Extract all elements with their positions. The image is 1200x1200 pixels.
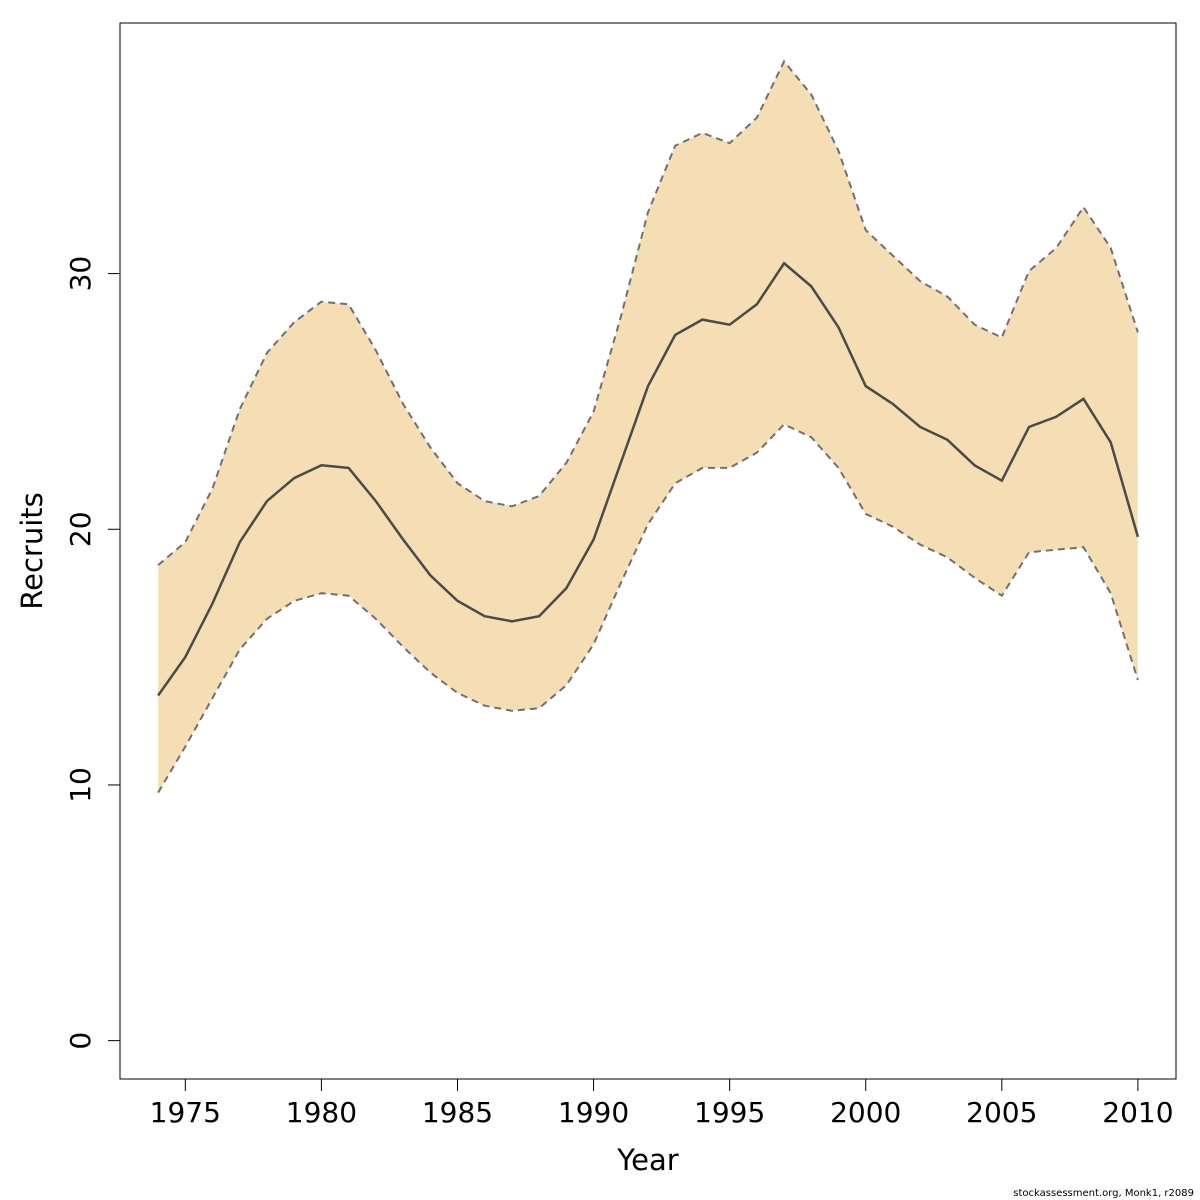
x-tick-label: 1985	[422, 1096, 493, 1129]
y-axis: 0 10 20 30	[64, 256, 121, 1050]
y-axis-title: Recruits	[15, 492, 49, 609]
confidence-band-layer	[158, 61, 1138, 793]
x-tick-label: 2010	[1102, 1096, 1173, 1129]
x-tick-label: 1980	[286, 1096, 357, 1129]
lower-bound-line	[157, 423, 1139, 794]
x-tick-label: 2000	[830, 1096, 901, 1129]
confidence-band	[158, 61, 1138, 793]
estimate-line-layer	[157, 59, 1140, 794]
estimate-line	[157, 261, 1140, 697]
upper-bound-line	[157, 59, 1139, 566]
y-tick-label: 10	[64, 767, 97, 803]
source-credit: stockassessment.org, Monk1, r2089	[1013, 1188, 1194, 1199]
x-tick-label: 2005	[966, 1096, 1037, 1129]
x-axis: 1975 1980 1985 1990 1995 2000 2005 2010	[150, 1078, 1174, 1129]
y-tick-label: 20	[64, 511, 97, 547]
y-tick-label: 30	[64, 256, 97, 292]
x-tick-label: 1995	[694, 1096, 765, 1129]
y-tick-label: 0	[64, 1032, 97, 1050]
x-tick-label: 1975	[150, 1096, 221, 1129]
x-axis-title: Year	[616, 1143, 678, 1177]
x-tick-label: 1990	[558, 1096, 629, 1129]
